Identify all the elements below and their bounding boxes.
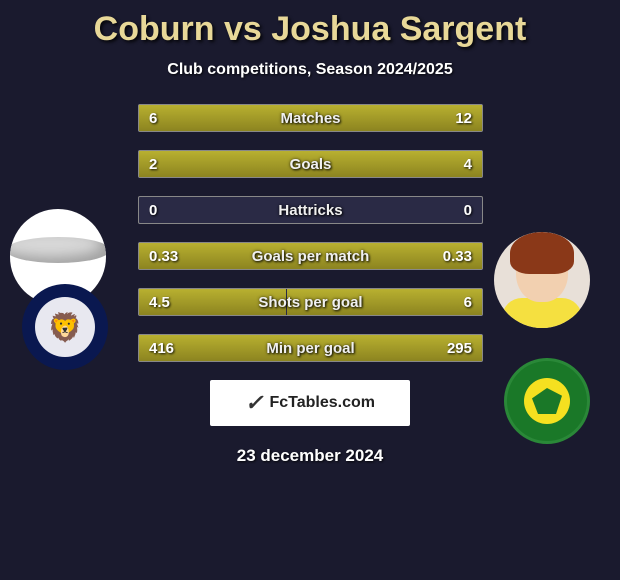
date-text: 23 december 2024 xyxy=(0,446,620,466)
club-right-badge xyxy=(504,358,590,444)
stat-row: 00Hattricks xyxy=(138,196,483,224)
canary-icon xyxy=(524,378,570,424)
stat-label: Goals xyxy=(139,151,482,179)
stat-label: Matches xyxy=(139,105,482,133)
subtitle: Club competitions, Season 2024/2025 xyxy=(0,61,620,79)
stat-row: 4.56Shots per goal xyxy=(138,288,483,316)
club-left-badge: 🦁 xyxy=(22,284,108,370)
stat-row: 24Goals xyxy=(138,150,483,178)
stat-label: Goals per match xyxy=(139,243,482,271)
stat-row: 0.330.33Goals per match xyxy=(138,242,483,270)
stat-bars: 612Matches 24Goals 00Hattricks 0.330.33Goal… xyxy=(138,104,483,362)
stat-label: Hattricks xyxy=(139,197,482,225)
stat-row: 416295Min per goal xyxy=(138,334,483,362)
stat-row: 612Matches xyxy=(138,104,483,132)
lion-icon: 🦁 xyxy=(48,311,83,344)
page-title: Coburn vs Joshua Sargent xyxy=(0,0,620,49)
comparison-area: 🦁 612Matches 24Goals 00Hattricks 0.330.33Go… xyxy=(0,104,620,466)
stat-label: Shots per goal xyxy=(139,289,482,317)
player-right-avatar xyxy=(494,232,590,328)
stat-label: Min per goal xyxy=(139,335,482,363)
placeholder-head-icon xyxy=(10,237,106,263)
branding-logo-icon: ✓ xyxy=(245,390,263,416)
branding-box: ✓ FcTables.com xyxy=(210,380,410,426)
branding-text: FcTables.com xyxy=(269,394,375,412)
